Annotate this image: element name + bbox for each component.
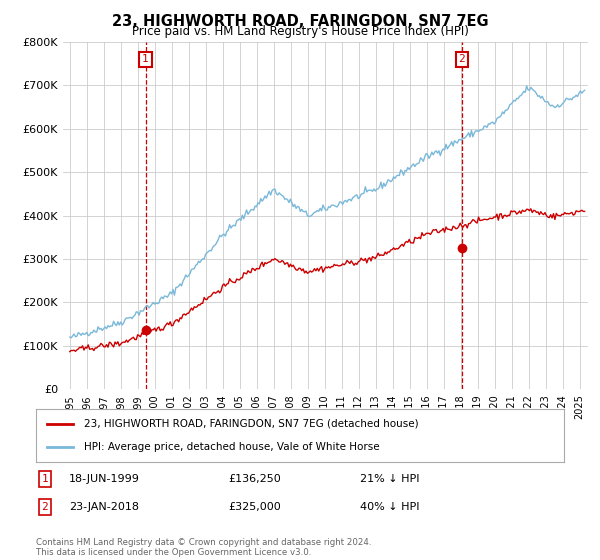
Text: 18-JUN-1999: 18-JUN-1999 <box>69 474 140 484</box>
Text: £136,250: £136,250 <box>228 474 281 484</box>
Text: 21% ↓ HPI: 21% ↓ HPI <box>360 474 419 484</box>
Text: HPI: Average price, detached house, Vale of White Horse: HPI: Average price, detached house, Vale… <box>83 442 379 452</box>
Text: 23, HIGHWORTH ROAD, FARINGDON, SN7 7EG (detached house): 23, HIGHWORTH ROAD, FARINGDON, SN7 7EG (… <box>83 419 418 429</box>
Text: £325,000: £325,000 <box>228 502 281 512</box>
Text: Price paid vs. HM Land Registry's House Price Index (HPI): Price paid vs. HM Land Registry's House … <box>131 25 469 38</box>
Text: Contains HM Land Registry data © Crown copyright and database right 2024.
This d: Contains HM Land Registry data © Crown c… <box>36 538 371 557</box>
Text: 40% ↓ HPI: 40% ↓ HPI <box>360 502 419 512</box>
Text: 23-JAN-2018: 23-JAN-2018 <box>69 502 139 512</box>
Text: 2: 2 <box>458 54 465 64</box>
Text: 1: 1 <box>41 474 49 484</box>
Text: 1: 1 <box>142 54 149 64</box>
Text: 2: 2 <box>41 502 49 512</box>
Text: 23, HIGHWORTH ROAD, FARINGDON, SN7 7EG: 23, HIGHWORTH ROAD, FARINGDON, SN7 7EG <box>112 14 488 29</box>
